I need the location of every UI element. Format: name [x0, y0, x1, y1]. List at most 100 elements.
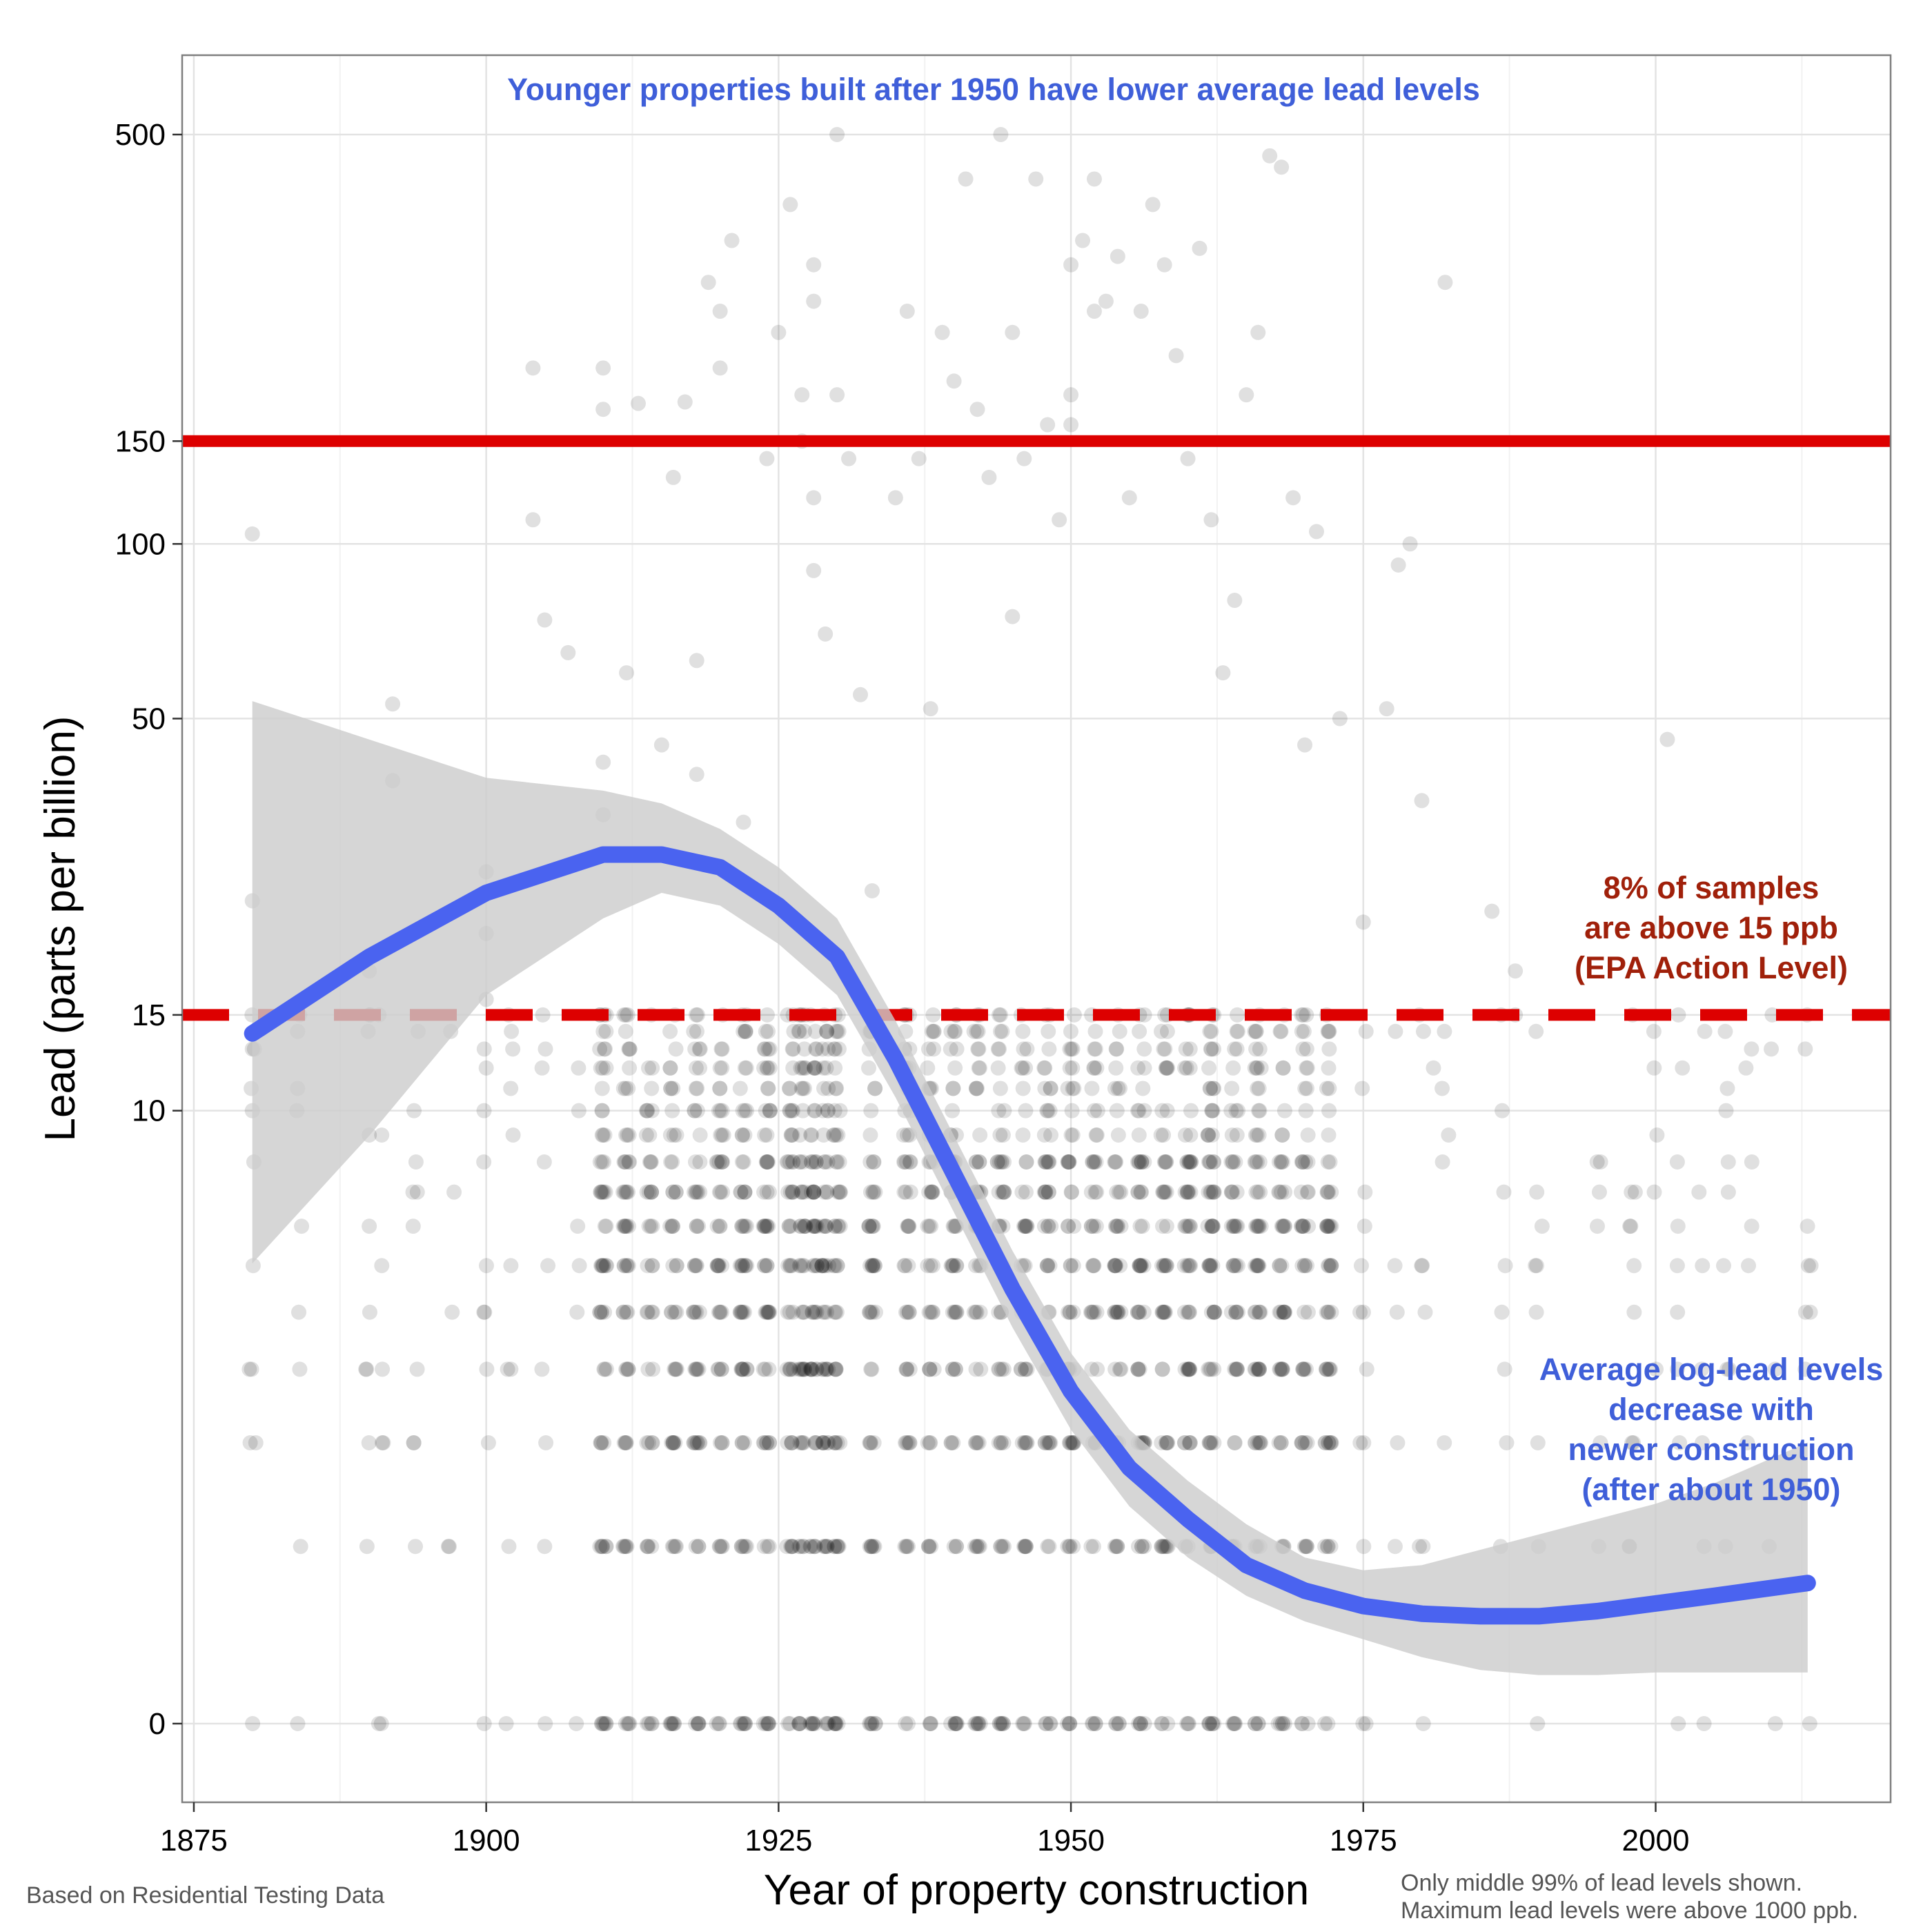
scatter-point: [1797, 1041, 1813, 1057]
scatter-point: [949, 1716, 965, 1731]
scatter-point: [408, 1539, 424, 1555]
scatter-point: [1226, 1219, 1242, 1234]
scatter-point: [760, 1219, 776, 1234]
scatter-point: [1017, 1219, 1033, 1234]
scatter-point: [1248, 1184, 1264, 1200]
scatter-point: [1206, 1041, 1222, 1057]
y-tick-label: 500: [115, 118, 166, 152]
scatter-point: [619, 1361, 635, 1377]
scatter-point: [784, 1539, 800, 1555]
scatter-point: [1670, 1361, 1686, 1377]
scatter-point: [972, 1304, 988, 1320]
scatter-point: [688, 1184, 704, 1200]
scatter-point: [739, 1219, 755, 1234]
scatter-point: [691, 1435, 707, 1451]
scatter-point: [479, 1361, 495, 1377]
scatter-point: [1205, 1103, 1221, 1118]
scatter-point: [616, 1258, 632, 1274]
scatter-point: [1251, 1081, 1267, 1096]
scatter-point: [1229, 1184, 1245, 1200]
scatter-point: [593, 1539, 609, 1555]
scatter-point: [640, 1361, 656, 1377]
scatter-point: [1136, 1041, 1152, 1057]
scatter-point: [525, 512, 541, 528]
scatter-point: [1085, 1258, 1101, 1274]
scatter-point: [1131, 1716, 1147, 1731]
scatter-point: [1248, 1127, 1263, 1143]
scatter-point: [712, 360, 728, 376]
scatter-point: [1015, 1081, 1031, 1096]
scatter-point: [758, 1103, 773, 1118]
scatter-point: [709, 1258, 725, 1274]
scatter-point: [1797, 1304, 1813, 1320]
scatter-point: [970, 1023, 986, 1039]
scatter-point: [737, 1539, 753, 1555]
scatter-point: [593, 1258, 609, 1274]
scatter-point: [1159, 1435, 1174, 1451]
scatter-point: [505, 1127, 521, 1143]
scatter-point: [828, 1716, 844, 1731]
scatter-point: [1387, 1258, 1403, 1274]
scatter-point: [712, 1060, 728, 1076]
scatter-point: [792, 1716, 808, 1731]
scatter-point: [593, 1258, 609, 1274]
scatter-point: [1356, 1435, 1372, 1451]
scatter-point: [1065, 1304, 1081, 1320]
scatter-point: [1248, 1154, 1263, 1170]
scatter-point: [665, 1435, 681, 1451]
scatter-point: [1019, 1435, 1035, 1451]
scatter-point: [993, 1539, 1009, 1555]
scatter-point: [596, 1361, 612, 1377]
scatter-point: [808, 1435, 824, 1451]
scatter-point: [795, 1361, 811, 1377]
scatter-point: [1294, 1258, 1310, 1274]
scatter-point: [785, 1154, 801, 1170]
scatter-point: [867, 1081, 883, 1096]
scatter-point: [864, 1539, 880, 1555]
scatter-point: [902, 1435, 918, 1451]
scatter-point: [1131, 1127, 1147, 1143]
scatter-point: [686, 1304, 702, 1320]
scatter-point: [817, 1219, 833, 1234]
scatter-point: [1085, 1154, 1101, 1170]
scatter-point: [967, 1539, 983, 1555]
scatter-point: [1412, 1539, 1428, 1555]
scatter-point: [1274, 1361, 1290, 1377]
scatter-point: [595, 1716, 611, 1731]
scatter-point: [1109, 1716, 1125, 1731]
scatter-point: [1132, 1154, 1147, 1170]
scatter-point: [757, 1361, 773, 1377]
scatter-point: [946, 1539, 962, 1555]
scatter-point: [805, 1716, 821, 1731]
scatter-point: [862, 1716, 878, 1731]
scatter-point: [1247, 1304, 1263, 1320]
scatter-point: [898, 1184, 914, 1200]
scatter-point: [446, 1184, 462, 1200]
scatter-point: [1297, 1258, 1312, 1274]
scatter-point: [1110, 1304, 1126, 1320]
scatter-point: [686, 1023, 702, 1039]
scatter-point: [615, 1184, 631, 1200]
scatter-point: [1321, 1361, 1337, 1377]
scatter-point: [478, 1258, 494, 1274]
scatter-point: [596, 1184, 612, 1200]
scatter-point: [1247, 1060, 1263, 1076]
scatter-point: [1112, 1716, 1127, 1731]
scatter-point: [641, 1219, 657, 1234]
scatter-point: [1060, 1081, 1076, 1096]
scatter-point: [503, 1258, 519, 1274]
scatter-point: [639, 1184, 655, 1200]
scatter-point: [664, 1219, 680, 1234]
scatter-point: [597, 1361, 613, 1377]
scatter-point: [1299, 1060, 1315, 1076]
scatter-point: [644, 1716, 660, 1731]
scatter-point: [1062, 1041, 1078, 1057]
scatter-point: [1085, 1304, 1101, 1320]
scatter-point: [1276, 1304, 1292, 1320]
scatter-point: [805, 1716, 820, 1731]
scatter-point: [1041, 1041, 1057, 1057]
scatter-point: [864, 1716, 880, 1731]
scatter-point: [1109, 1304, 1125, 1320]
scatter-point: [1159, 1258, 1174, 1274]
scatter-point: [666, 1539, 682, 1555]
